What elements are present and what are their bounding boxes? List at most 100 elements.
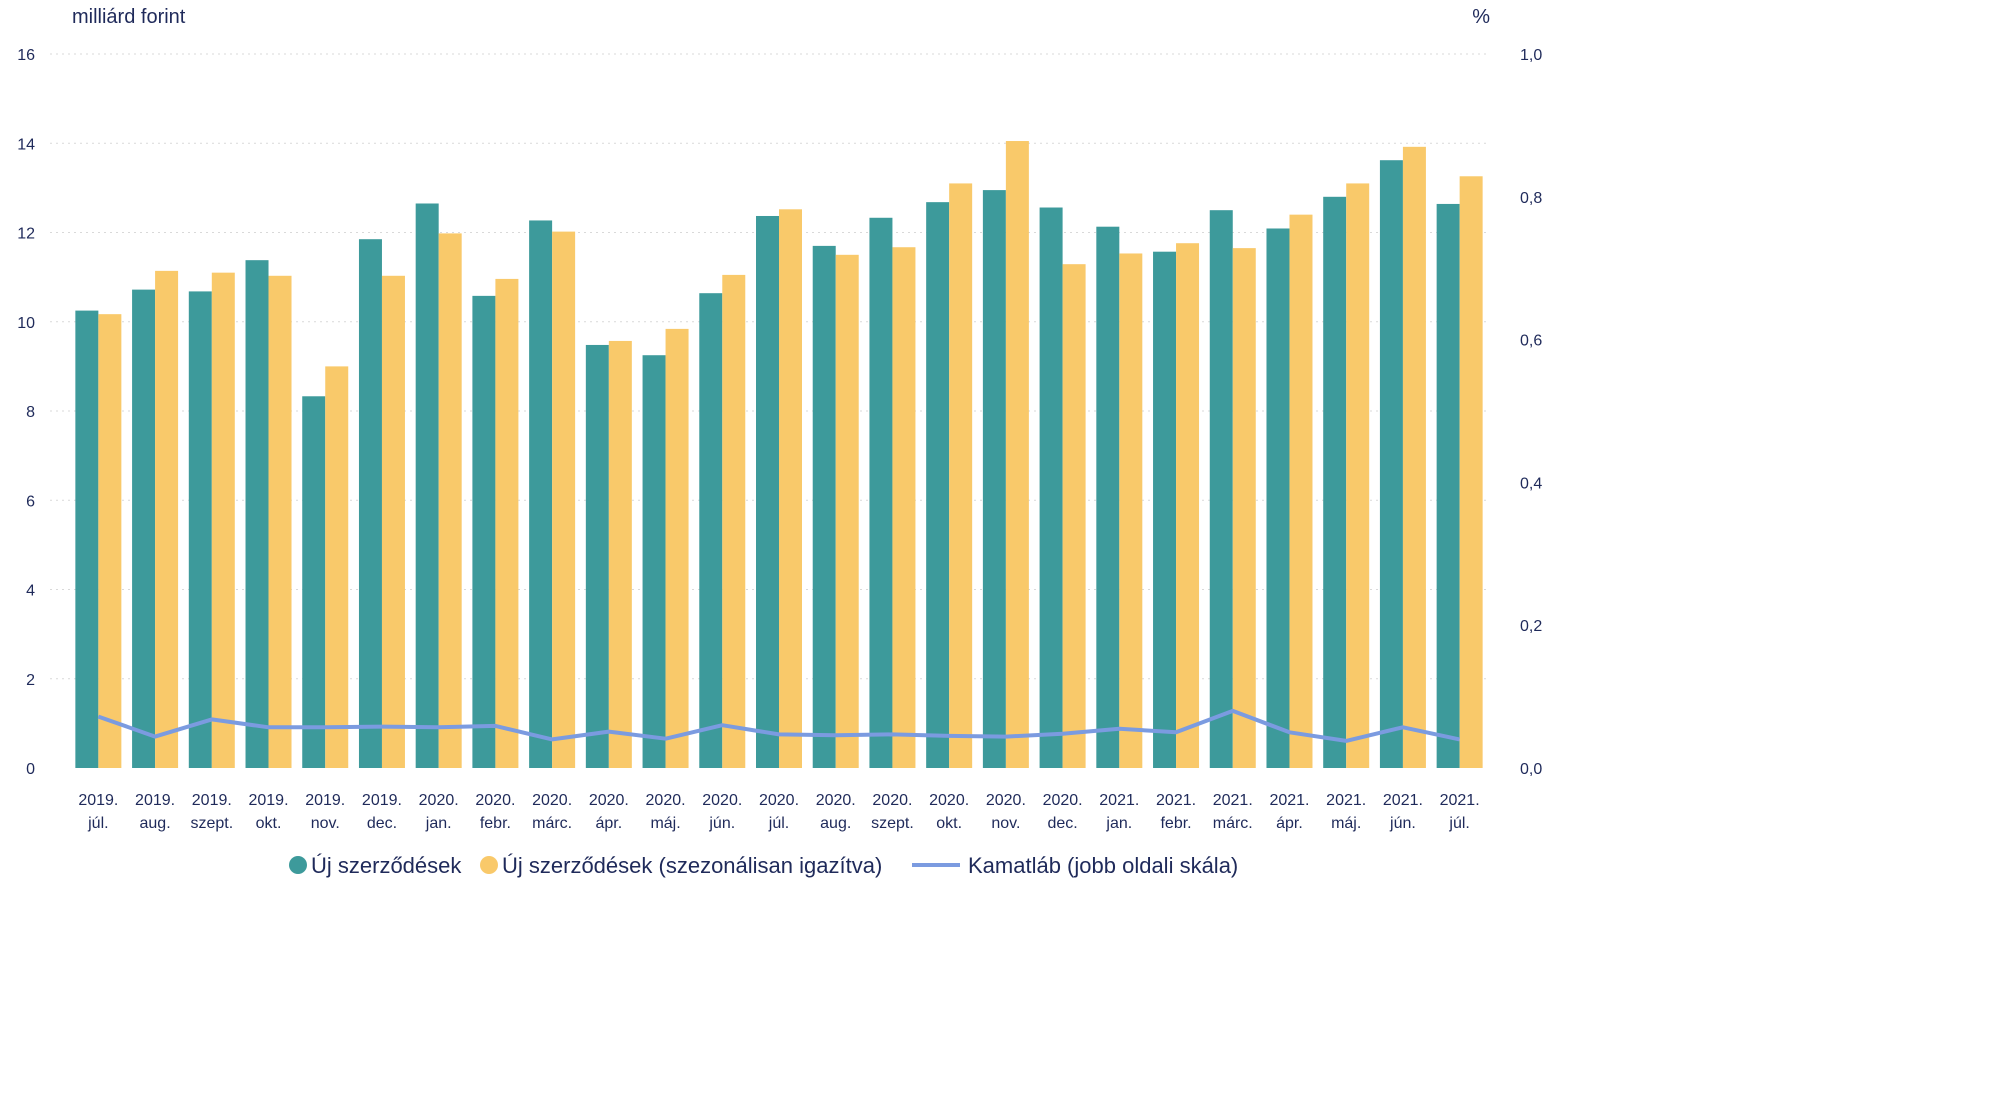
x-tick-year: 2021. [1326, 792, 1366, 809]
x-tick-month: júl. [1448, 815, 1469, 832]
bar-seasonally-adjusted [155, 270, 179, 768]
bar-seasonally-adjusted [835, 254, 859, 768]
x-tick-year: 2019. [305, 792, 345, 809]
x-axis-labels: 2019. júl. 2019. aug. 2019. szept. 2019. okt. 20… [78, 792, 1479, 832]
bar-seasonally-adjusted [1119, 253, 1143, 768]
x-tick-month: júl. [87, 815, 108, 832]
legend-label-interest-rate: Kamatláb (jobb oldali skála) [968, 853, 1238, 878]
bar-seasonally-adjusted [98, 314, 122, 768]
left-tick-label: 10 [17, 315, 35, 332]
bar-new-contracts [132, 289, 156, 768]
x-tick-month: nov. [311, 815, 340, 832]
bar-seasonally-adjusted [1459, 176, 1483, 768]
left-tick-label: 16 [17, 47, 35, 64]
bar-seasonally-adjusted [438, 233, 462, 768]
bar-new-contracts [869, 217, 893, 768]
bar-new-contracts [1436, 203, 1460, 768]
left-axis-ticks: 0 2 4 6 8 10 12 14 16 [17, 47, 35, 778]
bar-new-contracts [1096, 226, 1120, 769]
bar-seasonally-adjusted [1062, 264, 1086, 768]
bar-seasonally-adjusted [949, 183, 973, 769]
bar-seasonally-adjusted [779, 209, 802, 769]
x-tick-year: 2021. [1099, 792, 1139, 809]
chart-container: milliárd forint % 0 2 4 6 8 10 12 14 16 0,0 0,2 0,… [17, 6, 1542, 878]
x-tick-year: 2020. [532, 792, 572, 809]
bar-seasonally-adjusted [665, 328, 689, 768]
bar-seasonally-adjusted [381, 275, 405, 768]
x-tick-year: 2019. [135, 792, 175, 809]
left-tick-label: 4 [26, 583, 35, 600]
bar-new-contracts [358, 239, 382, 769]
bar-new-contracts [699, 293, 723, 768]
bar-new-contracts [1209, 210, 1233, 768]
x-tick-month: dec. [367, 815, 397, 832]
x-tick-month: okt. [936, 815, 962, 832]
legend-label-new-contracts: Új szerződések [311, 853, 462, 878]
x-tick-month: febr. [1160, 815, 1191, 832]
right-tick-label: 0,0 [1520, 761, 1542, 778]
x-tick-month: dec. [1047, 815, 1077, 832]
x-tick-month: jan. [1105, 815, 1132, 832]
x-tick-year: 2021. [1213, 792, 1253, 809]
bar-new-contracts [812, 245, 836, 768]
x-tick-month: máj. [1331, 815, 1361, 832]
bar-new-contracts [1323, 196, 1347, 769]
x-tick-year: 2020. [872, 792, 912, 809]
bar-new-contracts [926, 202, 950, 768]
bar-seasonally-adjusted [1232, 248, 1256, 768]
x-tick-year: 2020. [929, 792, 969, 809]
bar-new-contracts [642, 355, 666, 768]
x-tick-month: aug. [140, 815, 171, 832]
legend: Új szerződések Új szerződések (szezonáli… [289, 853, 1238, 878]
bar-new-contracts [982, 190, 1006, 768]
bar-seasonally-adjusted [1402, 146, 1426, 768]
bar-seasonally-adjusted [608, 340, 632, 768]
bar-new-contracts [1379, 160, 1403, 768]
right-tick-label: 0,4 [1520, 475, 1542, 492]
bar-seasonally-adjusted [1346, 183, 1370, 769]
line-interest-rate [97, 708, 1461, 743]
right-tick-label: 0,8 [1520, 190, 1542, 207]
x-tick-month: márc. [532, 815, 572, 832]
bar-new-contracts [75, 310, 99, 768]
bar-new-contracts [472, 295, 496, 768]
right-tick-label: 0,6 [1520, 333, 1542, 350]
left-tick-label: 14 [17, 136, 35, 153]
x-tick-year: 2021. [1440, 792, 1480, 809]
bar-new-contracts [302, 396, 326, 768]
bar-seasonally-adjusted [892, 247, 916, 768]
x-tick-year: 2021. [1383, 792, 1423, 809]
x-tick-year: 2019. [362, 792, 402, 809]
right-axis-unit-label: % [1472, 6, 1490, 28]
bar-new-contracts [1039, 207, 1063, 768]
x-tick-month: ápr. [1276, 815, 1303, 832]
legend-swatch-seasonally-adjusted [480, 856, 498, 874]
x-tick-month: máj. [650, 815, 680, 832]
bar-new-contracts [585, 344, 609, 768]
left-tick-label: 8 [26, 404, 35, 421]
bar-seasonally-adjusted [722, 274, 746, 768]
bar-seasonally-adjusted [325, 366, 349, 768]
right-tick-label: 1,0 [1520, 47, 1542, 64]
bar-new-contracts [188, 291, 212, 768]
bars [75, 141, 1483, 769]
x-tick-year: 2019. [192, 792, 232, 809]
x-tick-month: jún. [1389, 815, 1416, 832]
x-tick-month: szept. [871, 815, 914, 832]
x-tick-month: ápr. [595, 815, 622, 832]
x-tick-month: jún. [708, 815, 735, 832]
x-tick-year: 2020. [419, 792, 459, 809]
x-tick-year: 2020. [646, 792, 686, 809]
x-tick-year: 2020. [759, 792, 799, 809]
x-tick-month: febr. [480, 815, 511, 832]
bar-seasonally-adjusted [1005, 141, 1029, 769]
x-tick-year: 2020. [475, 792, 515, 809]
rate-line [97, 708, 1461, 743]
x-tick-month: márc. [1213, 815, 1253, 832]
left-tick-label: 0 [26, 761, 35, 778]
x-tick-year: 2020. [589, 792, 629, 809]
bar-seasonally-adjusted [268, 275, 292, 768]
x-tick-year: 2019. [248, 792, 288, 809]
bar-seasonally-adjusted [1289, 214, 1313, 768]
legend-label-seasonally-adjusted: Új szerződések (szezonálisan igazítva) [502, 853, 882, 878]
